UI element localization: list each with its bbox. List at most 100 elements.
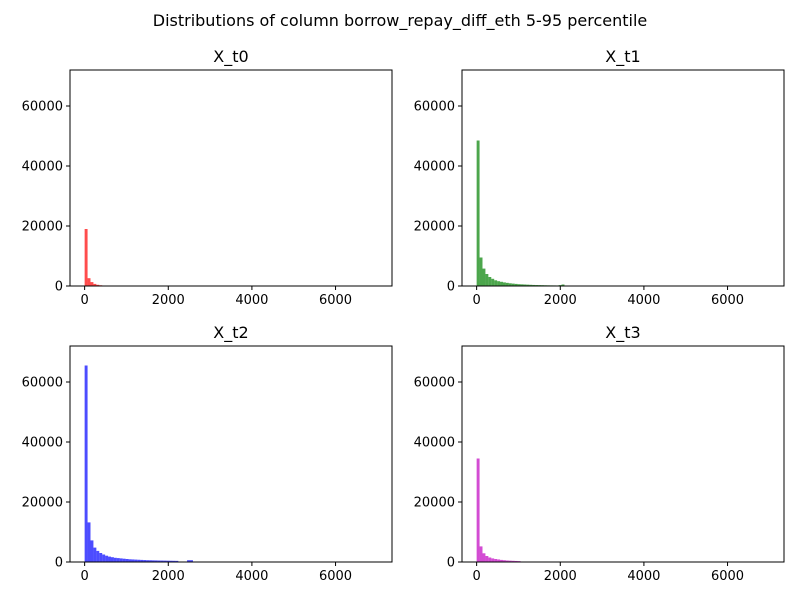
- x-tick-label: 2000: [544, 293, 577, 308]
- x-tick-label: 0: [80, 569, 88, 584]
- histogram-bar: [485, 274, 489, 286]
- histogram-bars: [84, 365, 196, 562]
- histogram-bar: [160, 560, 164, 562]
- histogram-bar: [479, 546, 483, 562]
- histogram-bar: [529, 284, 533, 286]
- histogram-bar: [508, 560, 512, 562]
- histogram-bar: [105, 555, 109, 562]
- histogram-bar: [497, 281, 501, 286]
- y-tick-label: 0: [55, 280, 63, 295]
- histogram-bar: [90, 282, 94, 286]
- histogram-bar: [154, 560, 158, 562]
- histogram-bar: [488, 277, 492, 286]
- histogram-bar: [561, 284, 565, 286]
- histogram-bar: [140, 559, 144, 562]
- histogram-bar: [479, 257, 483, 286]
- subplot-title: X_t2: [213, 323, 248, 343]
- histogram-bar: [476, 140, 480, 286]
- histogram-bar: [96, 550, 100, 562]
- histogram-bar: [146, 560, 150, 562]
- x-tick-label: 2000: [152, 293, 185, 308]
- x-tick-label: 0: [472, 293, 480, 308]
- histogram-bar: [517, 284, 521, 286]
- y-tick-label: 60000: [22, 376, 63, 391]
- histogram-bar: [502, 560, 506, 562]
- y-tick-label: 0: [447, 556, 455, 571]
- histogram-bar: [508, 283, 512, 286]
- x-tick-label: 4000: [235, 569, 268, 584]
- histogram-bar: [157, 560, 161, 562]
- histogram-bar: [505, 560, 509, 562]
- histogram-bar: [110, 557, 114, 562]
- x-tick-label: 6000: [711, 569, 744, 584]
- x-tick-label: 4000: [235, 293, 268, 308]
- histogram-bar: [137, 559, 141, 562]
- histogram-bar: [520, 284, 524, 286]
- histogram-bars: [84, 229, 106, 286]
- axes-frame: [461, 345, 785, 563]
- histogram-bar: [476, 458, 480, 562]
- histogram-bar: [93, 547, 97, 562]
- y-tick-label: 60000: [414, 100, 455, 115]
- histogram-bar: [514, 560, 518, 562]
- y-tick-label: 20000: [22, 220, 63, 235]
- histogram-bar: [93, 283, 97, 286]
- histogram-bar: [511, 560, 515, 562]
- histogram-bar: [488, 557, 492, 562]
- histogram-bar: [494, 559, 498, 562]
- histogram-bar: [482, 268, 486, 286]
- y-tick-label: 20000: [414, 496, 455, 511]
- histogram-bar: [87, 278, 91, 286]
- y-tick-label: 40000: [22, 436, 63, 451]
- y-tick-label: 20000: [22, 496, 63, 511]
- histogram-bar: [485, 556, 489, 562]
- histogram-bar: [500, 281, 503, 286]
- subplot-title: X_t0: [213, 47, 248, 67]
- histogram-bar: [511, 283, 515, 286]
- x-tick-label: 2000: [152, 569, 185, 584]
- axes-frame: [69, 69, 393, 287]
- histogram-bar: [116, 558, 120, 562]
- x-tick-label: 6000: [319, 293, 352, 308]
- histogram-bar: [172, 560, 176, 562]
- x-tick-label: 2000: [544, 569, 577, 584]
- histogram-bar: [108, 556, 111, 562]
- histogram-bar: [131, 559, 135, 562]
- histogram-bar: [482, 553, 486, 562]
- histogram-bar: [119, 558, 123, 562]
- x-tick-label: 4000: [627, 569, 660, 584]
- histogram-bar: [523, 284, 527, 286]
- histogram-bar: [494, 280, 498, 286]
- axes-frame: [69, 345, 393, 563]
- histogram-bar: [500, 559, 503, 562]
- histogram-bar: [113, 557, 117, 562]
- histogram-bar: [491, 558, 495, 562]
- x-tick-label: 0: [472, 569, 480, 584]
- histogram-bar: [90, 540, 94, 562]
- y-tick-label: 60000: [22, 100, 63, 115]
- histogram-bar: [151, 560, 155, 562]
- histogram-bar: [502, 282, 506, 286]
- histogram-bar: [128, 559, 132, 562]
- histogram-bar: [84, 229, 88, 286]
- y-tick-label: 40000: [414, 436, 455, 451]
- y-tick-label: 40000: [22, 160, 63, 175]
- histogram-bar: [99, 553, 103, 562]
- histogram-bar: [143, 560, 147, 562]
- histogram-bar: [134, 559, 138, 562]
- x-tick-label: 6000: [711, 293, 744, 308]
- y-tick-label: 60000: [414, 376, 455, 391]
- histogram-bar: [497, 559, 501, 562]
- histogram-bar: [491, 278, 495, 286]
- histogram-bar: [532, 284, 536, 286]
- histogram-bar: [163, 560, 167, 562]
- histogram-bar: [505, 282, 509, 286]
- y-tick-label: 0: [55, 556, 63, 571]
- y-tick-label: 20000: [414, 220, 455, 235]
- histogram-bar: [169, 560, 173, 562]
- figure-suptitle: Distributions of column borrow_repay_dif…: [153, 11, 647, 31]
